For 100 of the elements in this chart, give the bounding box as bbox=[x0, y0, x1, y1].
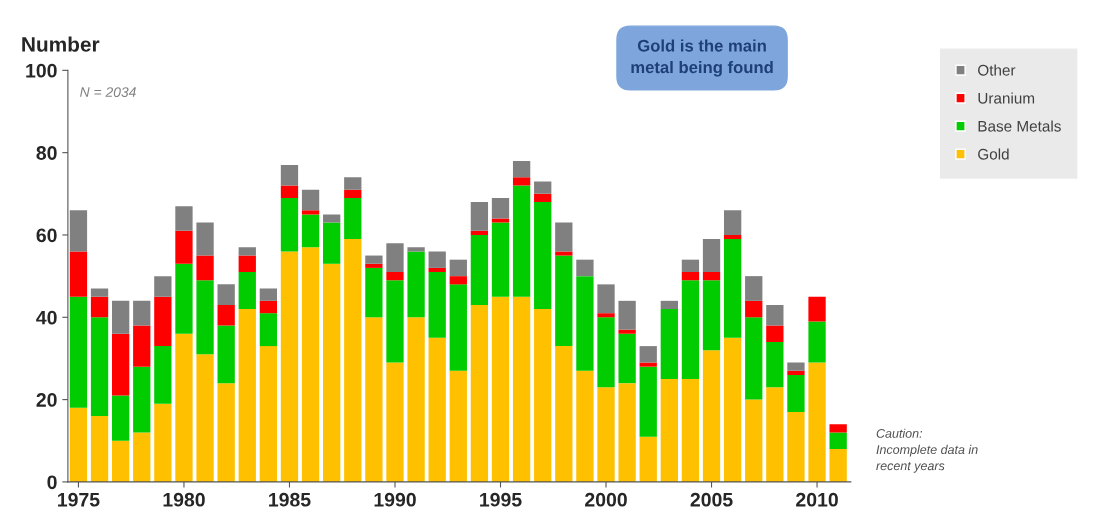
bar bbox=[301, 210, 320, 215]
bar bbox=[702, 272, 721, 281]
bar bbox=[217, 284, 235, 305]
bar bbox=[681, 379, 700, 482]
bar bbox=[639, 366, 657, 437]
bar bbox=[766, 387, 784, 482]
bar bbox=[534, 309, 552, 482]
bar bbox=[259, 346, 278, 482]
bar bbox=[808, 321, 826, 363]
bar bbox=[618, 383, 636, 482]
bar bbox=[808, 362, 826, 482]
bar bbox=[449, 370, 467, 482]
bar bbox=[175, 333, 193, 482]
bar bbox=[217, 383, 235, 482]
bar bbox=[829, 449, 847, 482]
bar bbox=[491, 218, 510, 223]
legend-label: Base Metals bbox=[978, 120, 1061, 132]
text: Caution: Incomplete data in recent years bbox=[876, 428, 978, 473]
bar bbox=[618, 329, 636, 334]
bar bbox=[344, 197, 362, 240]
bar bbox=[787, 374, 805, 412]
bar bbox=[512, 177, 531, 186]
bar bbox=[787, 362, 805, 371]
y-tick-label: 60 bbox=[36, 228, 57, 243]
bar bbox=[196, 354, 214, 482]
bar bbox=[90, 296, 109, 318]
bar bbox=[745, 399, 763, 482]
legend-label: Uranium bbox=[978, 92, 1035, 104]
bar bbox=[681, 259, 700, 273]
bar bbox=[386, 243, 404, 273]
bar bbox=[238, 309, 256, 482]
bar bbox=[112, 300, 130, 334]
bar bbox=[323, 263, 341, 482]
bar bbox=[365, 255, 383, 264]
bar bbox=[512, 160, 531, 178]
annotation: N = 2034 bbox=[80, 87, 136, 97]
x-tick-label: 1990 bbox=[374, 492, 416, 507]
bar bbox=[660, 309, 678, 380]
bar bbox=[597, 284, 615, 314]
bar bbox=[133, 325, 151, 367]
bar bbox=[597, 317, 615, 388]
bar bbox=[702, 239, 721, 273]
bar bbox=[407, 247, 425, 252]
bar bbox=[660, 379, 678, 482]
bar bbox=[365, 263, 383, 268]
bar bbox=[280, 197, 299, 252]
bar bbox=[69, 296, 88, 408]
bar bbox=[344, 239, 362, 482]
bar bbox=[69, 210, 88, 252]
bar bbox=[512, 296, 531, 482]
bar bbox=[280, 185, 299, 198]
bar bbox=[301, 247, 320, 482]
bar bbox=[280, 165, 299, 186]
bar bbox=[428, 251, 446, 268]
bar bbox=[491, 222, 510, 297]
bar bbox=[386, 362, 404, 482]
bar bbox=[133, 300, 151, 326]
bar bbox=[766, 325, 784, 342]
legend-label: Other bbox=[978, 64, 1016, 76]
bar bbox=[238, 272, 256, 310]
bar bbox=[154, 276, 172, 297]
bar bbox=[301, 189, 320, 211]
bar bbox=[470, 230, 489, 235]
bar bbox=[217, 304, 235, 326]
bar bbox=[639, 436, 657, 482]
bar bbox=[133, 366, 151, 433]
bar bbox=[175, 230, 193, 264]
bar bbox=[112, 395, 130, 441]
y-tick-label: 40 bbox=[36, 310, 57, 325]
bar bbox=[407, 317, 425, 482]
bar bbox=[491, 296, 510, 482]
bar bbox=[112, 333, 130, 396]
bar bbox=[301, 214, 320, 248]
bar bbox=[681, 272, 700, 281]
bar bbox=[702, 280, 721, 351]
bar bbox=[491, 197, 510, 219]
bar bbox=[660, 300, 678, 310]
bar bbox=[344, 189, 362, 198]
bar bbox=[555, 346, 573, 482]
bar bbox=[449, 276, 467, 285]
bar bbox=[196, 255, 214, 281]
bar bbox=[723, 239, 742, 338]
bar bbox=[555, 251, 573, 256]
bar bbox=[766, 341, 784, 388]
bar bbox=[90, 288, 109, 297]
bar bbox=[154, 296, 172, 347]
bar bbox=[386, 280, 404, 363]
bar bbox=[808, 296, 826, 322]
bar bbox=[470, 304, 489, 482]
x-tick-label: 2005 bbox=[690, 492, 733, 507]
bar bbox=[175, 263, 193, 334]
bar bbox=[175, 206, 193, 231]
bar bbox=[787, 370, 805, 375]
bar bbox=[745, 317, 763, 400]
bar bbox=[196, 280, 214, 355]
bar bbox=[829, 424, 847, 433]
bar bbox=[576, 259, 594, 277]
bar bbox=[259, 300, 278, 314]
bar bbox=[681, 280, 700, 380]
bar bbox=[323, 222, 341, 264]
